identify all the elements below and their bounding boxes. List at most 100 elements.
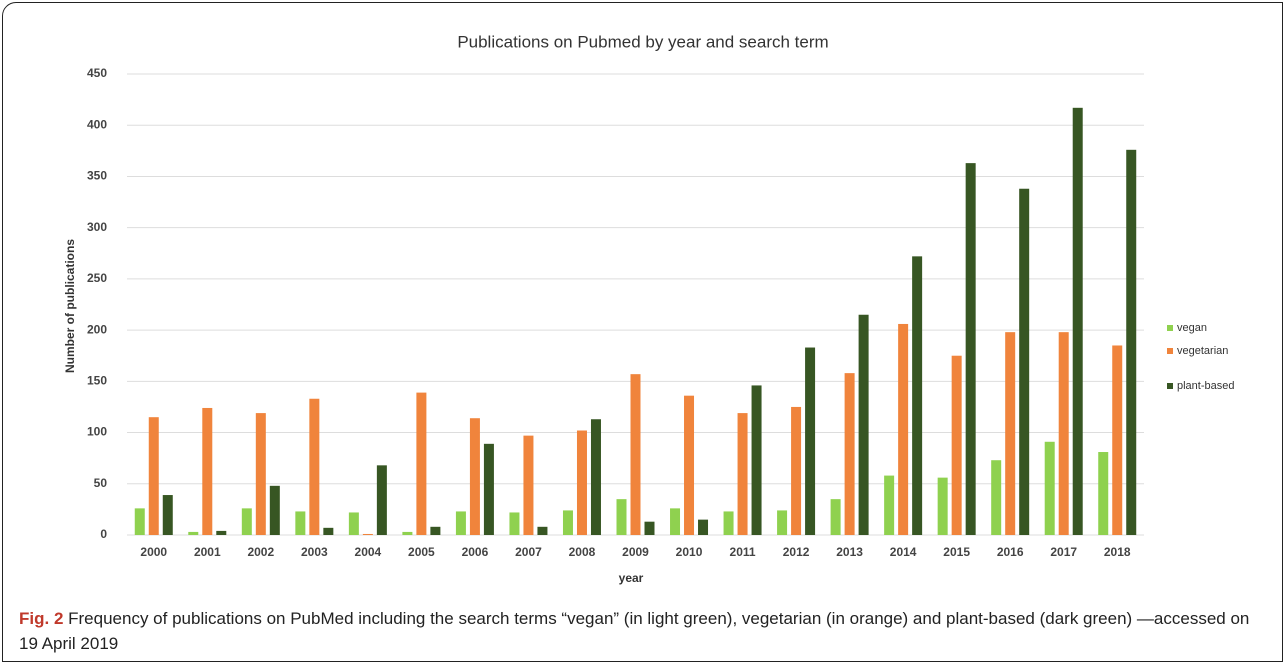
caption-label: Fig. 2 [19,609,64,628]
bar [1058,332,1069,535]
bar [416,392,427,535]
bar [858,314,869,535]
bar [951,355,962,535]
bar [884,475,895,535]
y-tick-label: 100 [87,425,107,439]
legend-swatch [1167,383,1173,389]
x-tick-label: 2002 [247,545,274,559]
legend-swatch [1167,325,1173,331]
bar [630,374,641,535]
x-axis-label: year [619,571,644,585]
y-tick-label: 0 [100,527,107,541]
bar [1098,452,1109,535]
x-tick-label: 2010 [676,545,703,559]
bar [723,511,734,535]
bar [430,526,441,535]
bar [937,477,948,535]
bar [912,256,923,535]
bar [469,418,480,535]
chart: Publications on Pubmed by year and searc… [63,32,1235,585]
bar [483,443,494,535]
legend-label: vegan [1177,322,1207,334]
bar [898,323,909,535]
y-tick-label: 250 [87,271,107,285]
bar [216,530,227,535]
y-tick-label: 200 [87,322,107,336]
x-tick-label: 2018 [1104,545,1131,559]
bar [791,406,802,535]
bar [402,531,413,535]
bar [751,385,762,535]
bar [241,508,252,535]
bar [844,373,855,535]
bar [1019,188,1030,535]
bar [523,435,534,535]
bar [323,527,334,535]
y-tick-label: 450 [87,66,107,80]
bar [644,521,655,535]
bar [455,511,466,535]
y-tick-label: 400 [87,117,107,131]
bar [670,508,681,535]
x-tick-label: 2004 [355,545,382,559]
bar [562,510,573,535]
bar [991,460,1002,535]
y-tick-label: 300 [87,220,107,234]
x-tick-label: 2008 [569,545,596,559]
caption-text: Frequency of publications on PubMed incl… [19,609,1250,653]
y-axis-label: Number of publications [63,239,77,373]
x-tick-label: 2007 [515,545,542,559]
y-tick-label: 50 [94,476,108,490]
bar [777,510,788,535]
bar [1072,107,1083,535]
bar [348,512,359,535]
legend-label: vegetarian [1177,345,1228,357]
bar [148,417,159,535]
x-tick-label: 2011 [730,545,756,559]
bar [269,485,280,535]
bar [1112,345,1123,535]
x-tick-label: 2016 [997,545,1024,559]
x-tick-label: 2014 [890,545,917,559]
bar [295,511,306,535]
x-tick-label: 2000 [140,545,167,559]
bar [684,395,695,535]
bar [737,413,748,535]
bar [1044,441,1055,535]
bar [202,407,213,535]
x-tick-label: 2001 [194,545,221,559]
x-tick-label: 2013 [836,545,863,559]
bar [362,533,373,535]
bar [698,519,709,535]
bar [376,465,387,535]
y-tick-label: 150 [87,374,107,388]
bar [188,531,199,535]
bar [537,526,548,535]
chart-title: Publications on Pubmed by year and searc… [457,32,828,51]
bar [309,398,320,535]
bar [616,499,627,535]
x-tick-label: 2017 [1050,545,1077,559]
bar [255,413,266,535]
x-tick-label: 2003 [301,545,328,559]
y-tick-label: 350 [87,169,107,183]
bar [805,347,816,535]
bar [965,163,976,536]
bar [590,419,601,535]
bar [134,508,145,535]
x-tick-label: 2006 [462,545,489,559]
bar [576,430,587,535]
bar [162,495,173,535]
bar [1126,149,1137,535]
x-tick-label: 2015 [943,545,970,559]
bar [509,512,520,535]
bar [830,499,841,535]
x-tick-label: 2012 [783,545,810,559]
x-tick-label: 2009 [622,545,649,559]
bar [1005,332,1016,535]
legend-label: plant-based [1177,380,1235,392]
x-tick-label: 2005 [408,545,435,559]
caption: Fig. 2 Frequency of publications on PubM… [19,606,1269,656]
legend-swatch [1167,348,1173,354]
